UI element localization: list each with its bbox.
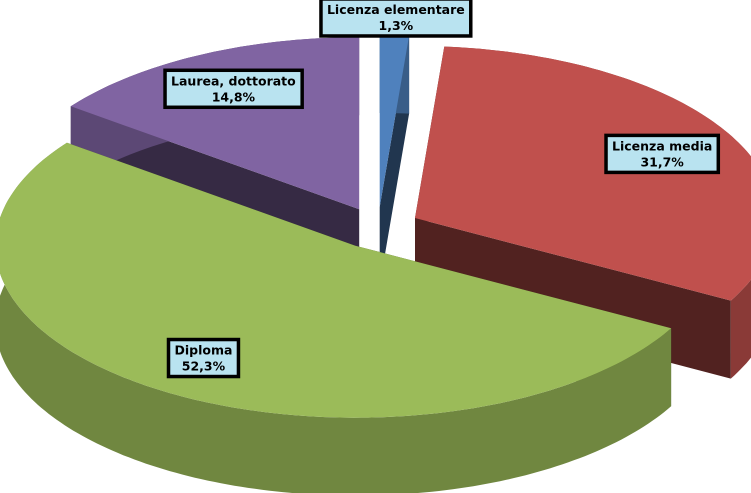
label-category: Licenza elementare (327, 2, 465, 17)
label-category: Laurea, dottorato (171, 73, 296, 88)
slice-top (379, 35, 410, 207)
label-value: 31,7% (640, 154, 684, 169)
pie-slice (379, 35, 410, 285)
label-box (163, 68, 304, 110)
label-value: 52,3% (182, 359, 226, 374)
label-box (166, 337, 241, 379)
label-category: Diploma (175, 343, 233, 358)
slice-top (415, 46, 751, 301)
pie-slice (415, 46, 751, 379)
slice-outer-wall (0, 142, 672, 493)
label-category: Licenza media (612, 138, 712, 153)
label-value: 1,3% (379, 18, 414, 33)
label-box (319, 0, 473, 38)
label-value: 14,8% (212, 89, 256, 104)
label-box (604, 133, 721, 175)
